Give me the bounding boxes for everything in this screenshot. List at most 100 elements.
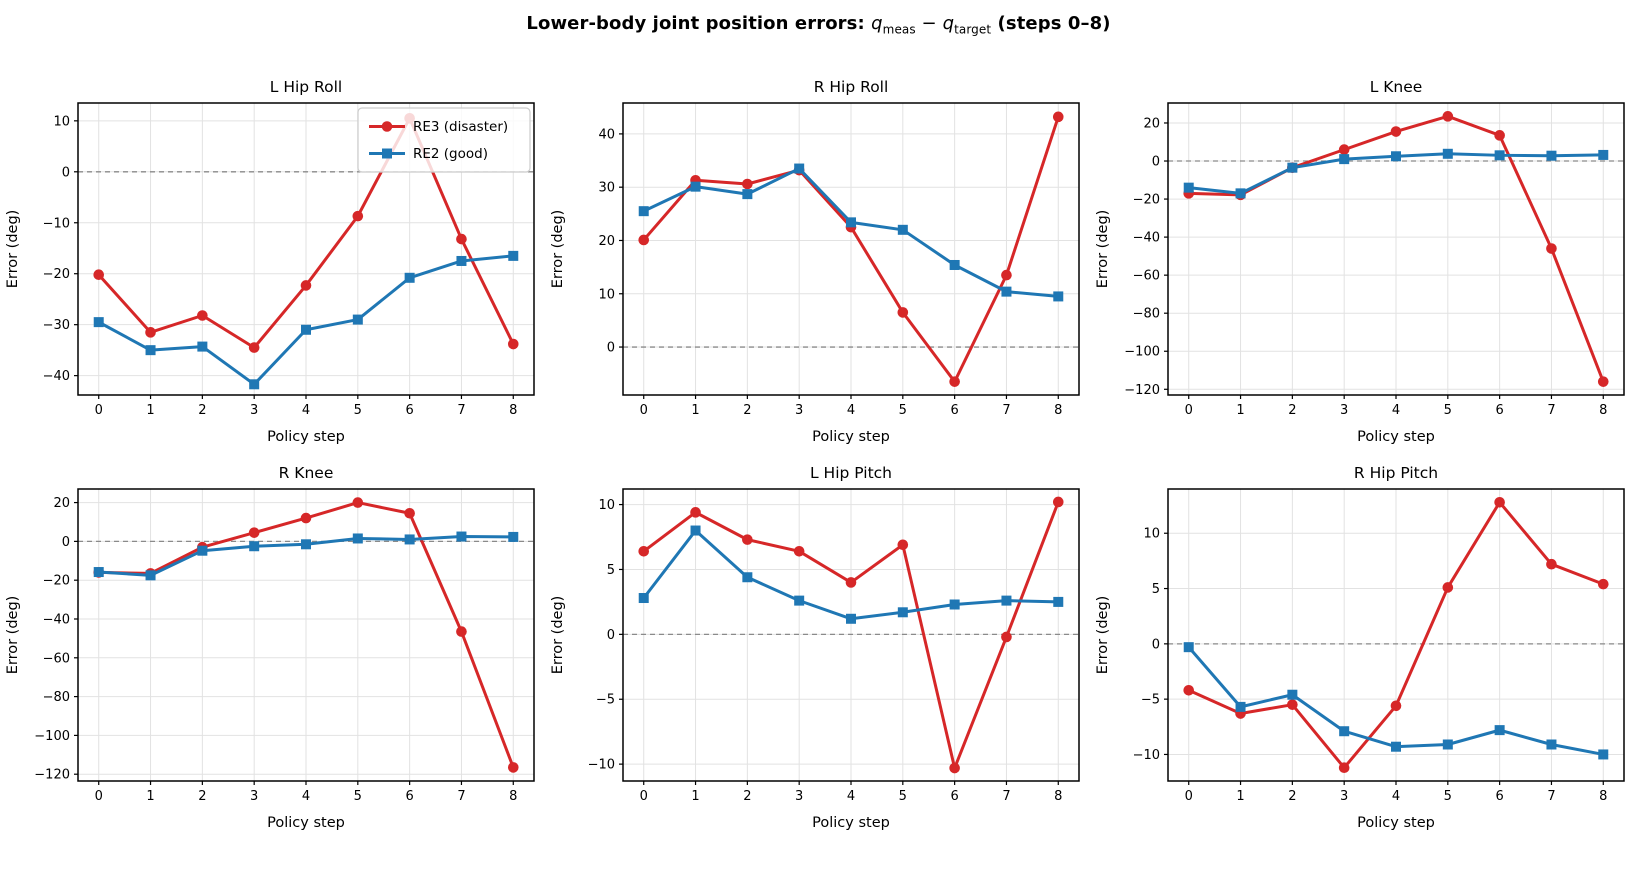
page-title-prefix: Lower-body joint position errors: <box>526 13 872 34</box>
y-tick-label: −40 <box>43 369 70 384</box>
x-tick-label: 0 <box>640 789 648 804</box>
legend-label: RE3 (disaster) <box>413 119 508 135</box>
x-tick-label: 8 <box>1054 403 1062 418</box>
x-tick-label: 0 <box>1185 403 1193 418</box>
y-tick-label: −40 <box>43 612 70 627</box>
y-tick-label: −20 <box>43 573 70 588</box>
page-title-math: qmeas − qtarget <box>871 13 992 37</box>
x-tick-label: 5 <box>899 789 907 804</box>
y-axis-label: Error (deg) <box>5 209 21 288</box>
x-tick-label: 5 <box>354 789 362 804</box>
subplot-l-hip-pitch-canvas: 0 1 2 3 4 5 6 7 8 10 5 0 −5 −10 L Hip Pitch Policy step… <box>550 464 1080 831</box>
x-tick-label: 8 <box>1599 403 1607 418</box>
y-tick-label: 10 <box>1143 526 1160 541</box>
subplot-l-knee-canvas: 0 1 2 3 4 5 6 7 8 20 0 −20 −40 −60 −80 −100 −120 L Knee Po… <box>1095 78 1625 445</box>
y-tick-label: 0 <box>1152 154 1160 169</box>
x-axis-label: Policy step <box>1357 429 1435 445</box>
axis-ticks: 0 1 2 3 4 5 6 7 8 20 0 −20 −40 −60 −80 −100 −120 <box>34 496 517 804</box>
y-tick-label: 0 <box>62 165 70 180</box>
x-axis-label: Policy step <box>267 815 345 831</box>
x-tick-label: 1 <box>1236 403 1244 418</box>
y-tick-label: 10 <box>598 498 615 513</box>
series-re2-(good) <box>93 250 519 389</box>
x-tick-label: 6 <box>1495 789 1503 804</box>
x-tick-label: 3 <box>250 403 258 418</box>
y-axis-label: Error (deg) <box>1095 209 1111 288</box>
y-tick-label: −40 <box>1133 230 1160 245</box>
y-tick-label: −10 <box>588 757 615 772</box>
legend-marker-square-icon <box>382 148 392 159</box>
x-tick-label: 3 <box>795 403 803 418</box>
subplot-r-hip-roll-canvas: 0 1 2 3 4 5 6 7 8 40 30 20 10 0 R Hip Roll Policy step E… <box>550 78 1080 445</box>
x-tick-label: 7 <box>1002 403 1010 418</box>
x-axis-label: Policy step <box>812 815 890 831</box>
x-tick-label: 4 <box>847 789 855 804</box>
y-tick-label: −60 <box>1133 268 1160 283</box>
x-tick-label: 0 <box>95 789 103 804</box>
y-tick-label: −10 <box>1133 748 1160 763</box>
subplot-l-hip-roll-canvas: 0 1 2 3 4 5 6 7 8 10 0 −10 −20 −30 −40 L Hip Roll Policy… <box>5 78 535 445</box>
legend-entry-re2-(good): RE2 (good) <box>369 146 488 162</box>
x-tick-label: 4 <box>1392 403 1400 418</box>
subplot-l-knee: 0 1 2 3 4 5 6 7 8 20 0 −20 −40 −60 −80 −100 −120 L Knee Po… <box>1090 75 1635 453</box>
x-tick-label: 4 <box>847 403 855 418</box>
x-tick-label: 3 <box>795 789 803 804</box>
y-tick-label: 0 <box>62 534 70 549</box>
charts-grid: 0 1 2 3 4 5 6 7 8 10 0 −10 −20 −30 −40 L Hip Roll Policy… <box>0 75 1637 839</box>
axis-ticks: 0 1 2 3 4 5 6 7 8 40 30 20 10 0 <box>598 127 1062 418</box>
subplot-r-hip-pitch: 0 1 2 3 4 5 6 7 8 10 5 0 −5 −10 R Hip Pitch Policy step… <box>1090 461 1635 839</box>
x-tick-label: 6 <box>1495 403 1503 418</box>
series-re2-(good) <box>638 525 1064 624</box>
subplot-r-knee-canvas: 0 1 2 3 4 5 6 7 8 20 0 −20 −40 −60 −80 −100 −120 R Knee Po… <box>5 464 535 831</box>
y-tick-label: −120 <box>34 767 70 782</box>
x-tick-label: 3 <box>250 789 258 804</box>
x-tick-label: 6 <box>950 403 958 418</box>
y-tick-label: −100 <box>34 728 70 743</box>
subplot-title: R Knee <box>279 464 334 482</box>
subplot-l-hip-pitch: 0 1 2 3 4 5 6 7 8 10 5 0 −5 −10 L Hip Pitch Policy step… <box>545 461 1090 839</box>
series-re2-(good) <box>93 531 519 580</box>
series-re2-(good) <box>1183 641 1609 760</box>
y-tick-label: 0 <box>607 340 615 355</box>
x-tick-label: 7 <box>1547 789 1555 804</box>
y-tick-label: −80 <box>43 690 70 705</box>
subplot-title: L Hip Roll <box>270 78 342 96</box>
legend-label: RE2 (good) <box>413 146 488 162</box>
subplot-title: L Hip Pitch <box>810 464 892 482</box>
y-tick-label: 30 <box>598 180 615 195</box>
x-tick-label: 0 <box>95 403 103 418</box>
x-tick-label: 0 <box>1185 789 1193 804</box>
legend-marker-circle-icon <box>381 120 393 132</box>
axis-ticks: 0 1 2 3 4 5 6 7 8 10 0 −10 −20 −30 −40 <box>43 114 518 418</box>
y-axis-label: Error (deg) <box>1095 595 1111 674</box>
axis-ticks: 0 1 2 3 4 5 6 7 8 20 0 −20 −40 −60 −80 −100 −120 <box>1124 116 1607 418</box>
x-tick-label: 5 <box>1444 789 1452 804</box>
y-tick-label: 10 <box>598 287 615 302</box>
y-tick-label: 10 <box>53 114 70 129</box>
x-tick-label: 0 <box>640 403 648 418</box>
y-axis-label: Error (deg) <box>550 209 566 288</box>
x-axis-label: Policy step <box>1357 815 1435 831</box>
x-tick-label: 5 <box>354 403 362 418</box>
y-axis-label: Error (deg) <box>550 595 566 674</box>
x-tick-label: 6 <box>405 403 413 418</box>
subplot-title: L Knee <box>1370 78 1423 96</box>
page-title: Lower-body joint position errors: qmeas … <box>0 0 1637 37</box>
y-tick-label: −80 <box>1133 306 1160 321</box>
subplot-title: R Hip Roll <box>814 78 889 96</box>
y-tick-label: −20 <box>1133 192 1160 207</box>
series-re2-(good) <box>638 163 1064 302</box>
y-tick-label: −5 <box>596 692 615 707</box>
x-tick-label: 2 <box>743 789 751 804</box>
x-tick-label: 1 <box>146 789 154 804</box>
x-tick-label: 8 <box>1599 789 1607 804</box>
series-re2-(good) <box>1183 148 1609 198</box>
x-tick-label: 7 <box>1547 403 1555 418</box>
x-tick-label: 1 <box>691 403 699 418</box>
subplot-title: R Hip Pitch <box>1354 464 1438 482</box>
y-tick-label: 40 <box>598 127 615 142</box>
y-tick-label: 5 <box>607 563 615 578</box>
subplot-r-hip-pitch-canvas: 0 1 2 3 4 5 6 7 8 10 5 0 −5 −10 R Hip Pitch Policy step… <box>1095 464 1625 831</box>
y-tick-label: −60 <box>43 651 70 666</box>
